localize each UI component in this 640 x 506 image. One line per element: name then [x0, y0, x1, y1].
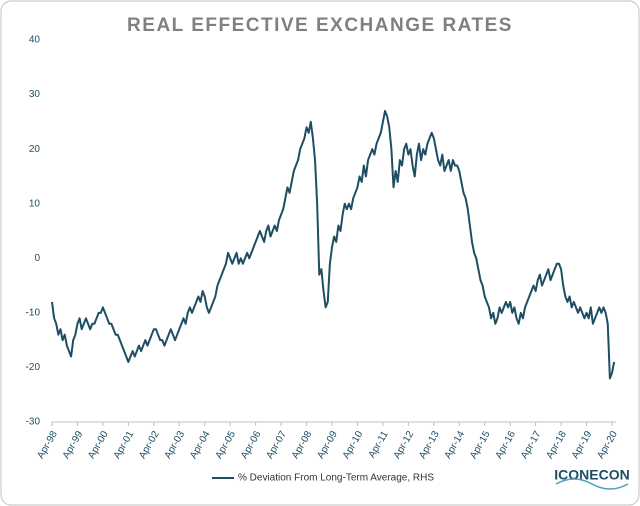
y-tick-label: 10 — [29, 198, 41, 209]
y-tick-label: 40 — [29, 35, 41, 46]
y-tick-label: 30 — [29, 89, 41, 100]
y-tick-label: -10 — [26, 307, 41, 318]
y-tick-label: 0 — [34, 253, 40, 264]
y-tick-label: -20 — [26, 362, 41, 373]
y-tick-label: 20 — [29, 144, 41, 155]
legend-label: % Deviation From Long-Term Average, RHS — [238, 473, 434, 484]
series-line — [51, 109, 616, 380]
chart-title: REAL EFFECTIVE EXCHANGE RATES — [127, 15, 513, 36]
y-tick-label: -30 — [26, 417, 41, 428]
logo-swoosh — [555, 478, 629, 490]
